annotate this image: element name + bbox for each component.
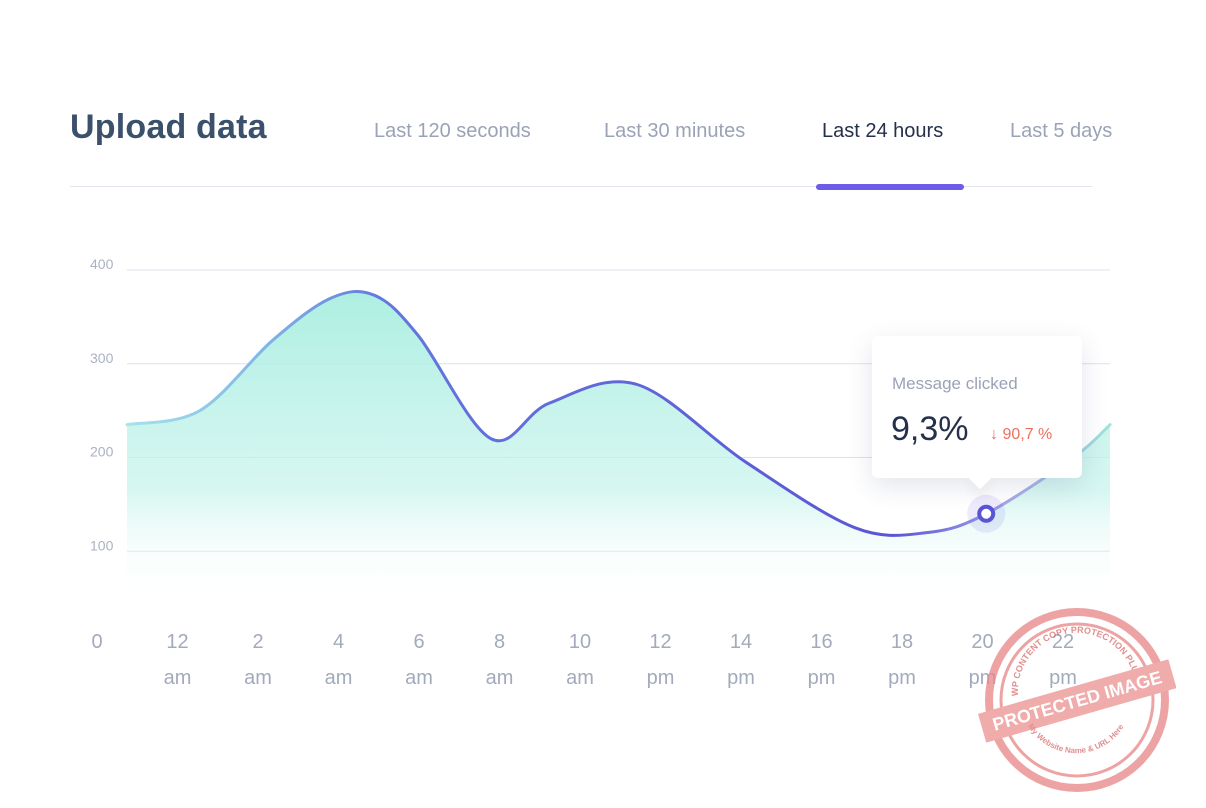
x-tick-label: 12 [166, 631, 188, 653]
highlight-point[interactable] [977, 504, 996, 523]
tab-last-24-hours[interactable]: Last 24 hours [822, 120, 944, 142]
series-line [125, 289, 1112, 537]
x-tick-label: 2 [252, 631, 263, 653]
x-tick-unit: pm [888, 667, 916, 689]
x-tick-unit: pm [647, 667, 675, 689]
tooltip-card: Message clicked 9,3% ↓ 90,7 % [872, 336, 1082, 478]
y-tick-label: 200 [90, 444, 114, 460]
x-tick-label: 4 [333, 631, 344, 653]
x-tick-unit: am [244, 667, 272, 689]
x-tick-unit: am [325, 667, 353, 689]
x-tick-unit: pm [1049, 667, 1077, 689]
x-tick-label: 20 [971, 631, 993, 653]
active-tab-indicator [816, 184, 964, 190]
x-tick-label: 12 [649, 631, 671, 653]
x-tick-unit: pm [808, 667, 836, 689]
x-tick-unit: am [164, 667, 192, 689]
x-tick-unit: am [566, 667, 594, 689]
tab-divider [70, 186, 1092, 187]
tab-last-120-seconds[interactable]: Last 120 seconds [374, 120, 531, 142]
y-tick-label: 100 [90, 537, 114, 553]
y-tick-label: 300 [90, 350, 114, 366]
tooltip-change: ↓ 90,7 % [990, 426, 1053, 443]
y-tick-label: 400 [90, 256, 114, 272]
tab-last-5-days[interactable]: Last 5 days [1010, 120, 1113, 142]
x-tick-label: 18 [891, 631, 913, 653]
x-tick-label: 6 [413, 631, 424, 653]
area-fill [127, 291, 1110, 598]
x-tick-unit: am [486, 667, 514, 689]
tab-last-30-minutes[interactable]: Last 30 minutes [604, 120, 746, 142]
x-tick-label: 16 [810, 631, 832, 653]
x-tick-label: 14 [730, 631, 752, 653]
x-tick-unit: am [405, 667, 433, 689]
x-tick-label: 8 [494, 631, 505, 653]
x-tick-unit: pm [727, 667, 755, 689]
x-tick-label: 0 [91, 631, 102, 653]
x-tick-label: 10 [569, 631, 591, 653]
tooltip-value: 9,3% [891, 410, 969, 448]
stamp-bottom-text: My Website Name & URL Here [1026, 722, 1126, 755]
page-title: Upload data [70, 108, 267, 146]
tooltip-label: Message clicked [892, 374, 1018, 393]
protected-image-stamp: WP CONTENT COPY PROTECTION PLUGIN PROTEC… [978, 608, 1176, 792]
x-tick-label: 22 [1052, 631, 1074, 653]
